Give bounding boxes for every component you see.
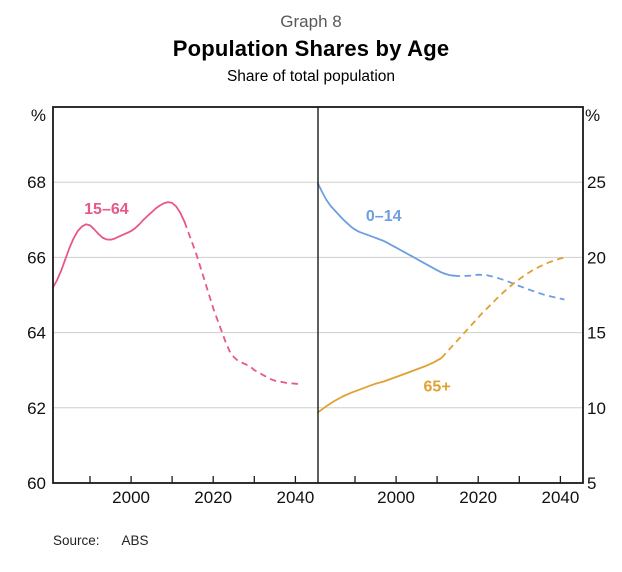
y-left-unit-percent: %	[31, 106, 46, 125]
series-15–64-dashed-projection	[183, 221, 300, 385]
x-tick-label-2040: 2040	[276, 488, 314, 507]
y-right-label-10: 10	[587, 399, 606, 418]
x-tick-label-2020: 2020	[459, 488, 497, 507]
y-left-label-68: 68	[27, 173, 46, 192]
series-0–14-solid	[317, 182, 455, 277]
x-tick-label-2040: 2040	[541, 488, 579, 507]
series-label-0–14: 0–14	[366, 208, 402, 225]
series-65+-dashed-projection	[440, 256, 565, 359]
series-label-15–64: 15–64	[84, 201, 129, 218]
chart-title: Population Shares by Age	[172, 36, 450, 61]
y-right-label-15: 15	[587, 324, 606, 343]
graph-number: Graph 8	[280, 12, 342, 31]
y-left-label-64: 64	[27, 324, 46, 343]
y-right-unit-percent: %	[585, 106, 600, 125]
y-right-label-5: 5	[587, 474, 596, 493]
x-tick-label-2020: 2020	[194, 488, 232, 507]
x-tick-label-2000: 2000	[377, 488, 415, 507]
source-value: ABS	[121, 533, 149, 548]
series-65+-solid	[317, 357, 443, 414]
x-tick-label-2000: 2000	[112, 488, 150, 507]
series-0–14-dashed-projection	[453, 273, 565, 301]
y-right-label-25: 25	[587, 173, 606, 192]
y-left-label-62: 62	[27, 399, 46, 418]
chart-subtitle: Share of total population	[226, 68, 396, 85]
series-label-65+: 65+	[424, 379, 451, 396]
source-note: Source: ABS	[53, 533, 149, 548]
series-15–64-solid	[52, 201, 186, 289]
y-left-label-66: 66	[27, 248, 46, 267]
y-left-label-60: 60	[27, 474, 46, 493]
y-right-label-20: 20	[587, 248, 606, 267]
source-label: Source:	[53, 533, 100, 548]
